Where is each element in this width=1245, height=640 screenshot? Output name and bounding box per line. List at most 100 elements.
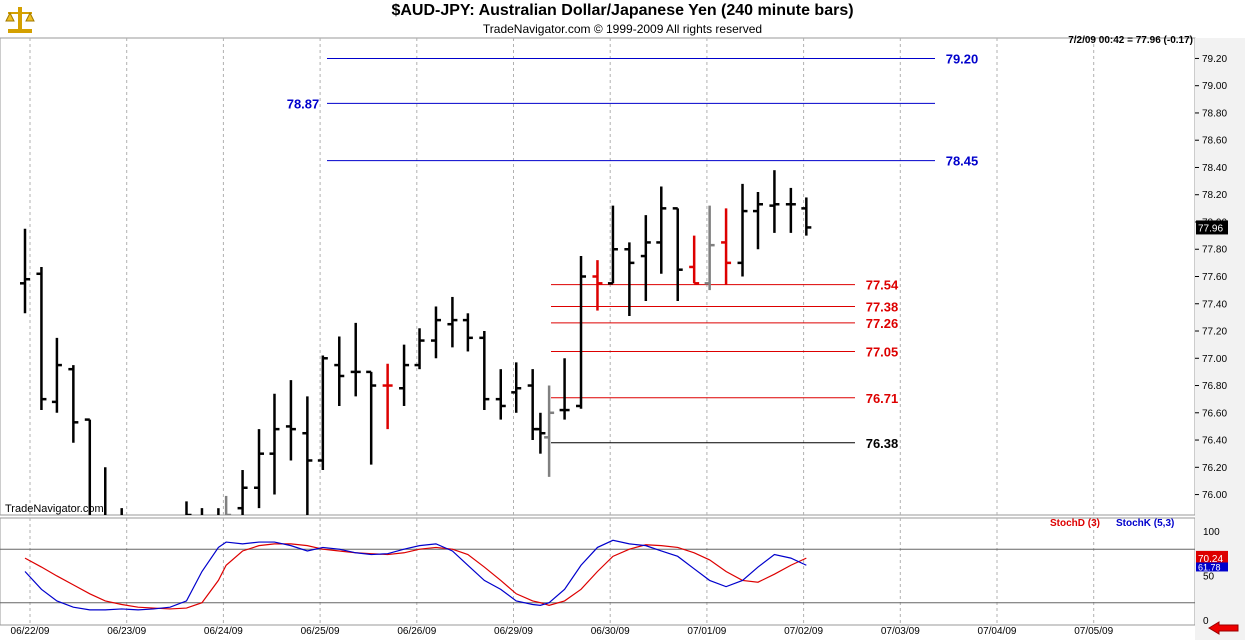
level-label: 77.38: [866, 299, 899, 314]
stoch-y-tick-label: 50: [1203, 571, 1215, 582]
ohlc-bar: [640, 215, 651, 302]
ohlc-bar: [801, 197, 812, 236]
y-tick-label: 76.40: [1202, 436, 1227, 447]
ohlc-bar: [224, 495, 232, 515]
ohlc-bar: [36, 266, 47, 411]
stochd-last-label: 70.24: [1198, 554, 1223, 565]
y-tick-label: 78.40: [1202, 163, 1227, 174]
ohlc-bar: [624, 242, 635, 317]
ohlc-bar: [317, 355, 328, 471]
level-label: 78.87: [287, 96, 320, 111]
x-tick-label: 06/25/09: [301, 626, 340, 637]
ohlc-bar: [399, 344, 410, 406]
last-price-box: [1196, 220, 1228, 235]
stochd-last-box: [1196, 550, 1228, 564]
ohlc-bar: [269, 393, 280, 495]
x-tick-label: 06/26/09: [397, 626, 436, 637]
chart-title: $AUD-JPY: Australian Dollar/Japanese Yen…: [391, 2, 854, 19]
red-arrow-left-icon[interactable]: [1208, 621, 1240, 635]
y-tick-label: 79.20: [1202, 54, 1227, 65]
y-tick-label: 77.00: [1202, 354, 1227, 365]
ohlc-bar: [20, 228, 30, 314]
y-tick-label: 76.20: [1202, 463, 1227, 474]
stochk-last-label: 61.78: [1198, 562, 1221, 572]
x-tick-label: 06/22/09: [11, 626, 50, 637]
ohlc-bar: [752, 192, 763, 250]
x-tick-label: 06/29/09: [494, 626, 533, 637]
level-label: 76.71: [866, 391, 899, 406]
y-tick-label: 77.80: [1202, 245, 1227, 256]
ohlc-bar: [334, 336, 345, 406]
y-tick-label: 78.60: [1202, 136, 1227, 147]
level-label: 76.38: [866, 436, 899, 451]
level-label: 77.26: [866, 316, 899, 331]
last-price-label: 77.96: [1198, 223, 1223, 234]
ohlc-bar: [704, 205, 715, 291]
ohlc-bar: [382, 363, 393, 430]
ohlc-bar: [672, 207, 683, 302]
ohlc-bar: [254, 429, 265, 509]
ohlc-bar: [237, 470, 248, 515]
ohlc-bar: [785, 187, 796, 233]
ohlc-bar: [479, 331, 490, 411]
level-label: 79.20: [946, 51, 979, 66]
stoch-y-tick-label: 100: [1203, 527, 1220, 538]
legend-stochd: StochD (3): [1050, 518, 1100, 529]
scale-logo-icon[interactable]: [4, 3, 36, 35]
ohlc-bar: [689, 235, 700, 285]
chart-subtitle: TradeNavigator.com © 1999-2009 All right…: [482, 22, 763, 36]
ohlc-bar: [430, 306, 441, 359]
ohlc-bar: [302, 396, 313, 515]
stoch-y-tick-label: 0: [1203, 616, 1209, 627]
ohlc-bar: [721, 208, 732, 285]
ohlc-bar: [104, 467, 107, 515]
x-tick-label: 07/03/09: [881, 626, 920, 637]
ohlc-bar: [68, 365, 79, 443]
ohlc-bar: [769, 170, 780, 233]
ohlc-bar: [607, 205, 618, 285]
x-tick-label: 07/01/09: [687, 626, 726, 637]
x-tick-label: 06/30/09: [591, 626, 630, 637]
y-tick-label: 79.00: [1202, 81, 1227, 92]
legend-stochk: StochK (5,3): [1116, 518, 1175, 529]
price-readout: 7/2/09 00:42 = 77.96 (-0.17): [1068, 35, 1193, 46]
x-tick-label: 07/05/09: [1074, 626, 1113, 637]
ohlc-bar: [592, 260, 603, 311]
y-tick-label: 78.80: [1202, 108, 1227, 119]
level-label: 77.54: [866, 278, 899, 293]
x-tick-label: 07/02/09: [784, 626, 823, 637]
level-label: 77.05: [866, 344, 899, 359]
ohlc-bar: [414, 328, 425, 370]
x-tick-label: 07/04/09: [978, 626, 1017, 637]
ohlc-bar: [285, 380, 296, 461]
ohlc-bar: [576, 256, 587, 409]
y-tick-label: 77.20: [1202, 327, 1227, 338]
y-tick-label: 77.60: [1202, 272, 1227, 283]
y-tick-label: 76.80: [1202, 381, 1227, 392]
ohlc-bar: [737, 183, 748, 277]
y-axis-strip: [1195, 38, 1245, 640]
ohlc-bar: [51, 337, 62, 413]
y-tick-label: 76.60: [1202, 408, 1227, 419]
ohlc-bar: [559, 358, 570, 420]
ohlc-bar: [535, 412, 546, 454]
ohlc-bar: [511, 362, 522, 413]
stochk-last-box: [1196, 562, 1228, 572]
stochk-line: [24, 539, 807, 611]
ohlc-bar: [84, 418, 92, 515]
ohlc-bar: [462, 313, 473, 352]
y-tick-label: 78.20: [1202, 190, 1227, 201]
ohlc-bars: [20, 170, 812, 515]
ohlc-bar: [656, 186, 667, 274]
level-label: 78.45: [946, 154, 979, 169]
y-tick-label: 76.00: [1202, 490, 1227, 501]
ohlc-bar: [544, 385, 555, 477]
x-tick-label: 06/23/09: [107, 626, 146, 637]
ohlc-bar: [447, 296, 458, 348]
ohlc-bar: [350, 322, 361, 397]
y-tick-label: 77.40: [1202, 299, 1227, 310]
watermark: TradeNavigator.com: [5, 503, 104, 515]
ohlc-bar: [366, 370, 377, 465]
x-tick-label: 06/24/09: [204, 626, 243, 637]
